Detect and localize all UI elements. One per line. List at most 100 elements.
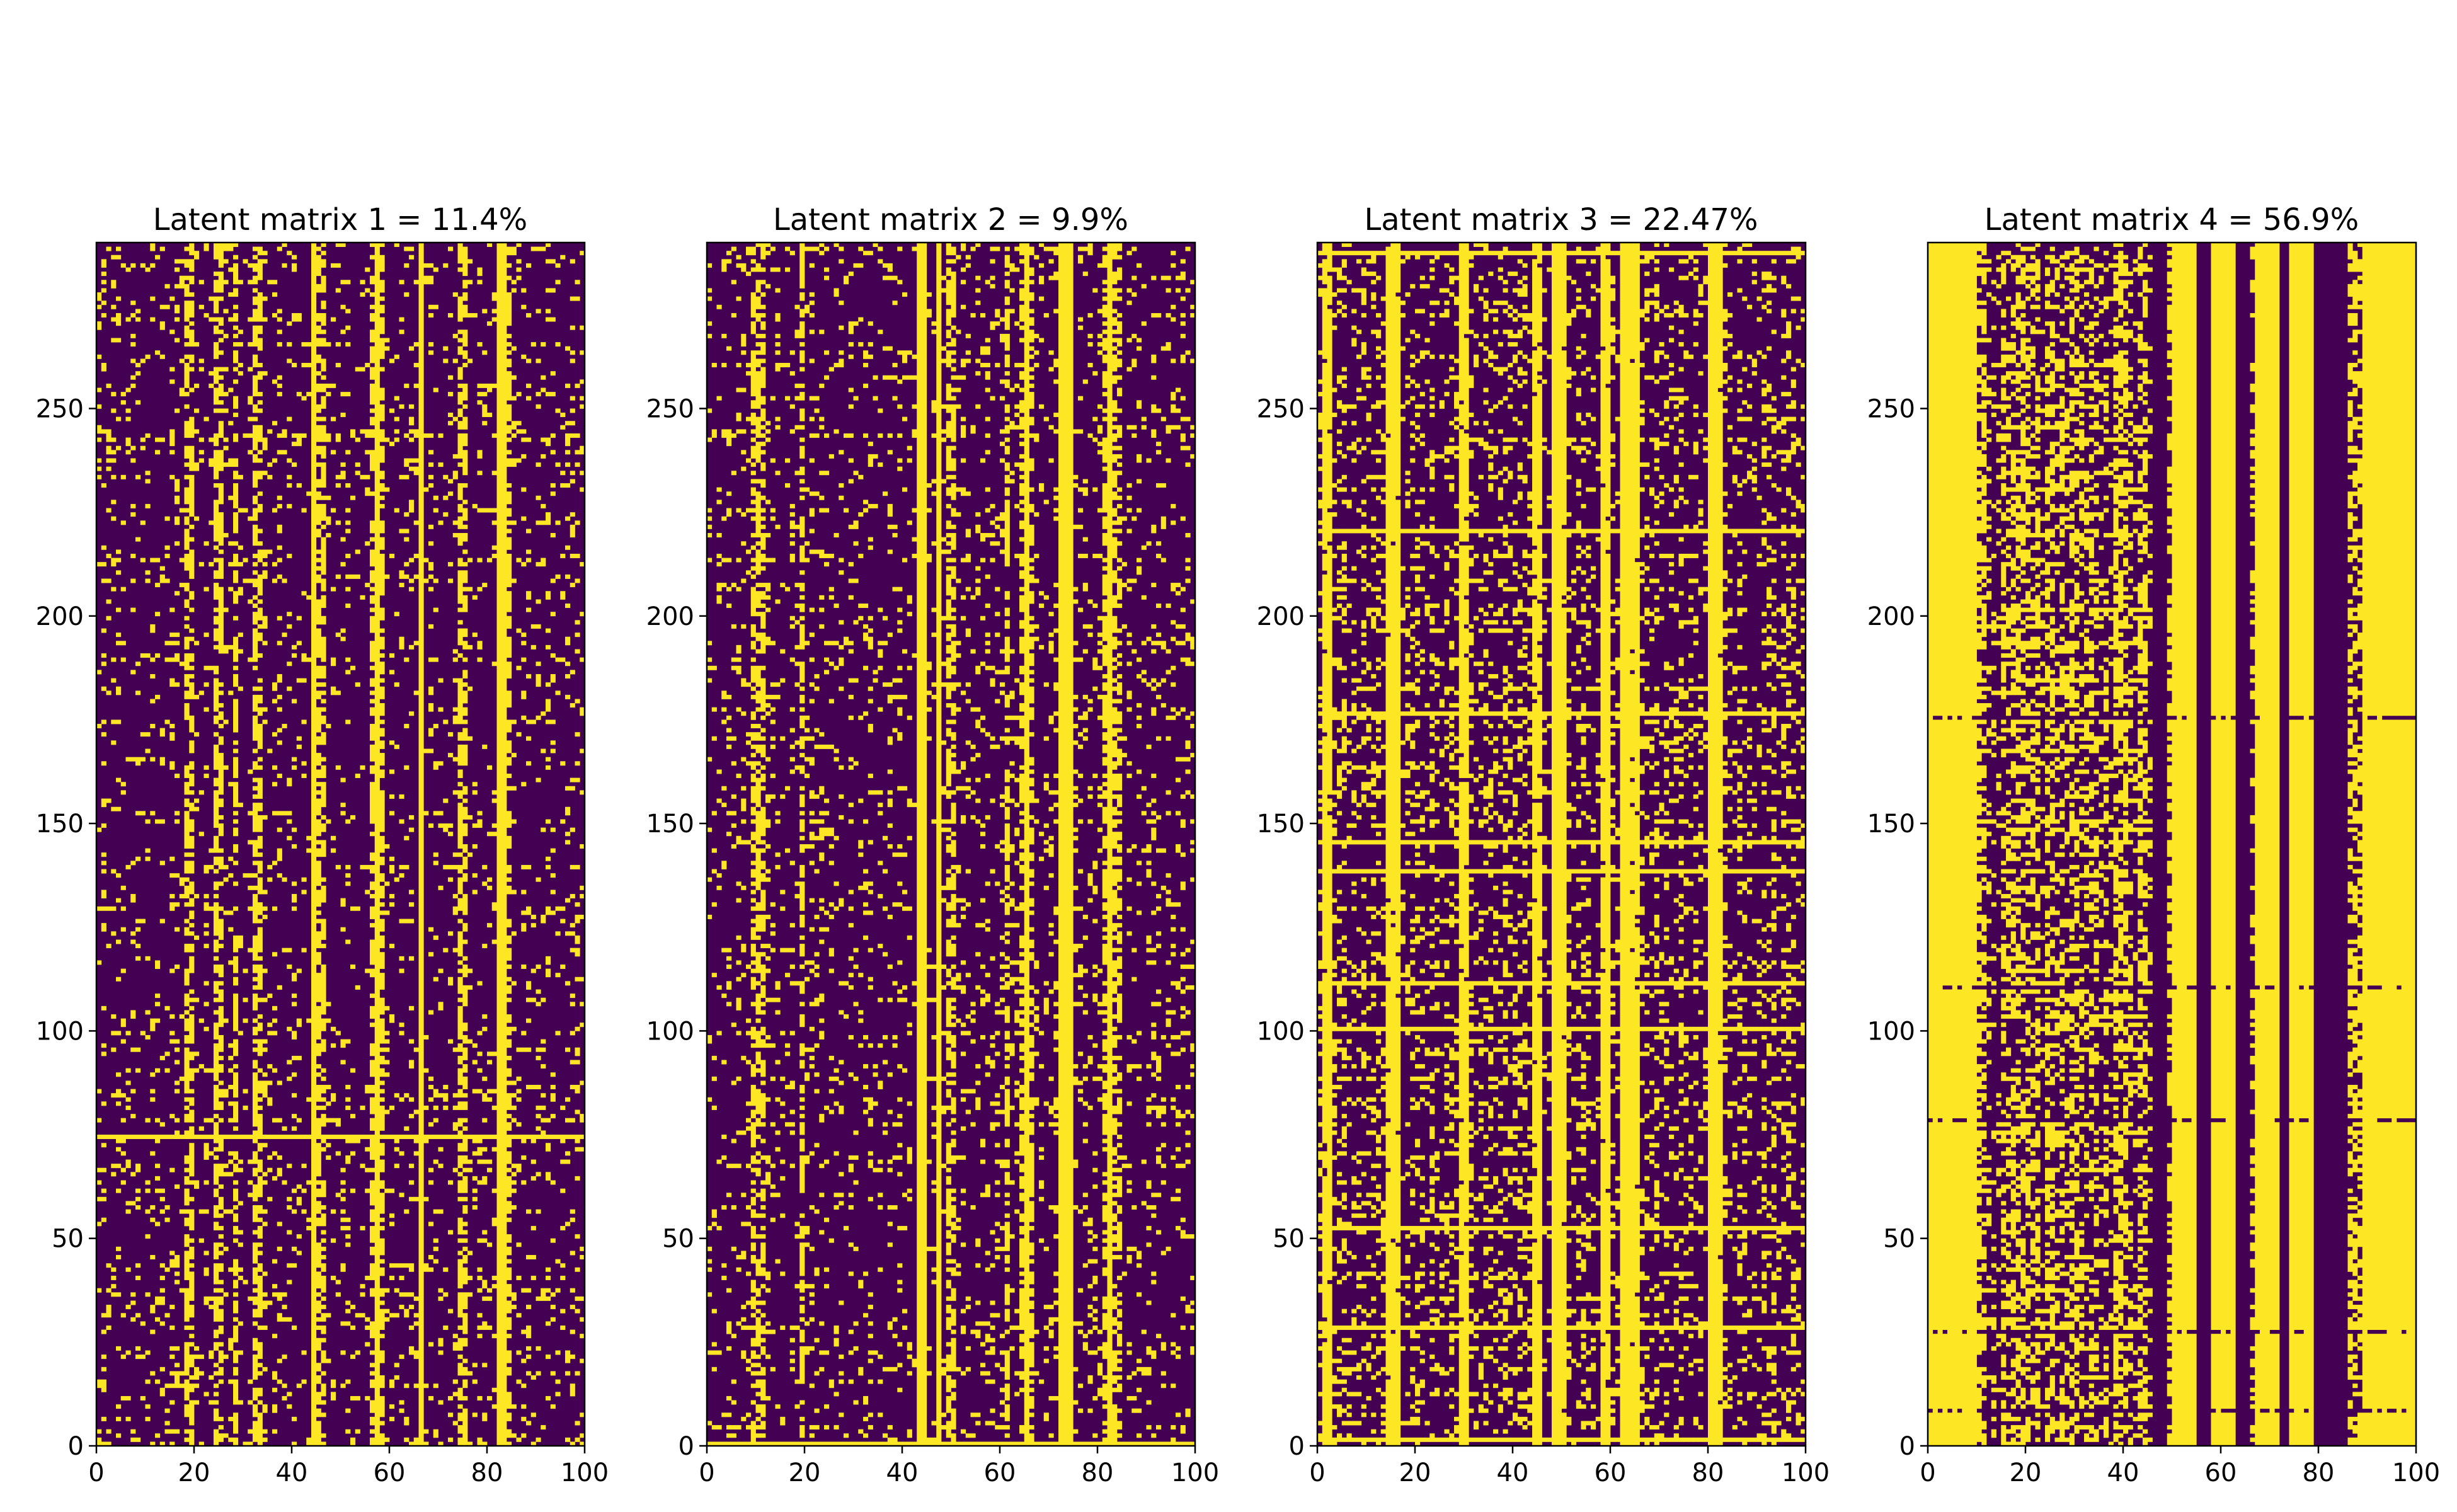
heatmap-cell: [868, 774, 873, 779]
heatmap-cell: [799, 445, 805, 459]
heatmap-cell: [399, 1135, 404, 1140]
heatmap-cell: [350, 1114, 356, 1119]
heatmap-cell: [711, 1055, 717, 1060]
heatmap-cell: [130, 931, 136, 936]
heatmap-cell: [184, 703, 190, 720]
heatmap-cell: [111, 474, 117, 479]
heatmap-cell: [184, 673, 190, 687]
heatmap-cell: [379, 520, 385, 534]
heatmap-cell: [340, 1225, 346, 1230]
heatmap-cell: [184, 1188, 190, 1206]
heatmap-cell: [863, 819, 869, 824]
heatmap-cell: [570, 1329, 575, 1334]
heatmap-cell: [272, 312, 278, 318]
heatmap-cell: [760, 944, 766, 949]
heatmap-cell: [433, 1135, 438, 1140]
heatmap-cell: [218, 919, 224, 940]
heatmap-cell: [477, 1238, 483, 1243]
heatmap-cell: [203, 1209, 209, 1214]
heatmap-cell: [457, 997, 463, 1002]
heatmap-cell: [946, 267, 951, 277]
heatmap-cell: [521, 516, 527, 521]
heatmap-cell: [711, 902, 717, 907]
heatmap-cell: [159, 1055, 165, 1060]
heatmap-cell: [814, 973, 820, 978]
heatmap-cell: [321, 338, 326, 347]
heatmap-cell: [546, 288, 551, 293]
heatmap-cell: [750, 500, 756, 505]
heatmap-cell: [145, 267, 151, 272]
heatmap-cell: [789, 1337, 795, 1343]
heatmap-cell: [946, 558, 951, 563]
heatmap-cell: [159, 1275, 165, 1280]
heatmap-cell: [370, 346, 375, 364]
heatmap-cell: [101, 852, 106, 857]
heatmap-cell: [175, 1184, 180, 1189]
heatmap-cell: [946, 728, 951, 737]
heatmap-cell: [409, 1114, 415, 1119]
heatmap-cell: [741, 678, 747, 687]
heatmap-cell: [926, 292, 932, 297]
heatmap-cell: [487, 923, 493, 928]
heatmap-cell: [287, 965, 292, 969]
heatmap-cell: [248, 885, 253, 890]
heatmap-cell: [839, 765, 844, 770]
heatmap-cell: [799, 794, 805, 808]
heatmap-cell: [560, 471, 566, 476]
heatmap-cell: [789, 404, 795, 409]
heatmap-cell: [272, 578, 278, 583]
heatmap-cell: [477, 1275, 483, 1280]
heatmap-cell: [805, 246, 810, 251]
heatmap-cell: [253, 1321, 258, 1326]
heatmap-cell: [980, 558, 986, 563]
heatmap-cell: [433, 607, 438, 612]
heatmap-cell: [228, 387, 234, 392]
heatmap-cell: [760, 1284, 766, 1289]
heatmap-cell: [228, 1159, 234, 1164]
heatmap-cell: [477, 267, 483, 277]
heatmap-cell: [321, 1255, 326, 1260]
heatmap-cell: [106, 690, 112, 696]
heatmap-cell: [985, 919, 990, 924]
heatmap-cell: [257, 259, 263, 280]
heatmap-cell: [233, 1225, 239, 1235]
heatmap-cell: [760, 1404, 766, 1418]
heatmap-cell: [462, 806, 468, 820]
heatmap-cell: [184, 919, 190, 924]
heatmap-cell: [365, 890, 370, 895]
heatmap-cell: [145, 578, 151, 583]
heatmap-cell: [321, 636, 326, 662]
heatmap-cell: [413, 1437, 419, 1446]
heatmap-cell: [379, 280, 385, 293]
heatmap-cell: [218, 1342, 224, 1347]
heatmap-cell: [580, 612, 585, 617]
heatmap-cell: [887, 790, 893, 795]
heatmap-cell: [106, 383, 112, 388]
heatmap-cell: [350, 906, 356, 911]
heatmap-cell: [951, 1118, 956, 1123]
heatmap-cell: [120, 968, 126, 973]
heatmap-cell: [785, 1051, 791, 1057]
heatmap-cell: [374, 243, 380, 1446]
heatmap-cell: [985, 1379, 990, 1384]
heatmap-cell: [760, 1180, 766, 1185]
heatmap-cell: [975, 1412, 981, 1418]
heatmap-cell: [536, 309, 541, 314]
heatmap-cell: [452, 520, 458, 525]
heatmap-cell: [301, 1135, 307, 1140]
heatmap-cell: [755, 1193, 761, 1198]
heatmap-cell: [370, 1429, 375, 1434]
heatmap-cell: [253, 628, 258, 662]
heatmap-cell: [975, 275, 981, 280]
heatmap-cell: [203, 416, 209, 421]
heatmap-cell: [130, 375, 136, 380]
heatmap-cell: [189, 1238, 195, 1243]
heatmap-cell: [423, 558, 429, 563]
heatmap-cell: [316, 790, 321, 795]
heatmap-cell: [248, 1193, 253, 1198]
heatmap-cell: [883, 1122, 888, 1127]
heatmap-cell: [575, 761, 580, 766]
heatmap-cell: [980, 832, 986, 837]
heatmap-cell: [956, 707, 961, 712]
heatmap-cell: [814, 1441, 820, 1446]
